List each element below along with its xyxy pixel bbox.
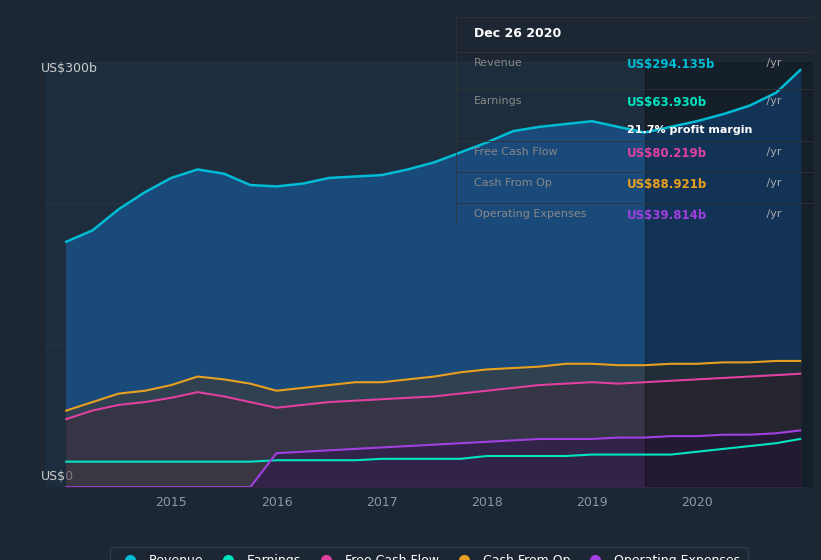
- Text: Cash From Op: Cash From Op: [474, 179, 552, 188]
- Legend: Revenue, Earnings, Free Cash Flow, Cash From Op, Operating Expenses: Revenue, Earnings, Free Cash Flow, Cash …: [110, 547, 748, 560]
- Text: /yr: /yr: [763, 209, 782, 220]
- Text: Operating Expenses: Operating Expenses: [474, 209, 586, 220]
- Text: /yr: /yr: [763, 58, 782, 68]
- Text: 21.7% profit margin: 21.7% profit margin: [627, 124, 753, 134]
- Text: /yr: /yr: [763, 96, 782, 105]
- Text: US$39.814b: US$39.814b: [627, 209, 708, 222]
- Text: US$88.921b: US$88.921b: [627, 179, 708, 192]
- Text: Dec 26 2020: Dec 26 2020: [474, 27, 561, 40]
- Text: US$294.135b: US$294.135b: [627, 58, 715, 71]
- Text: /yr: /yr: [763, 147, 782, 157]
- Text: US$300b: US$300b: [41, 62, 99, 74]
- Text: /yr: /yr: [763, 179, 782, 188]
- Bar: [644, 62, 813, 487]
- Text: US$0: US$0: [41, 470, 75, 483]
- Text: Revenue: Revenue: [474, 58, 522, 68]
- Text: Earnings: Earnings: [474, 96, 522, 105]
- Text: US$63.930b: US$63.930b: [627, 96, 707, 109]
- Text: US$80.219b: US$80.219b: [627, 147, 707, 160]
- Text: Free Cash Flow: Free Cash Flow: [474, 147, 557, 157]
